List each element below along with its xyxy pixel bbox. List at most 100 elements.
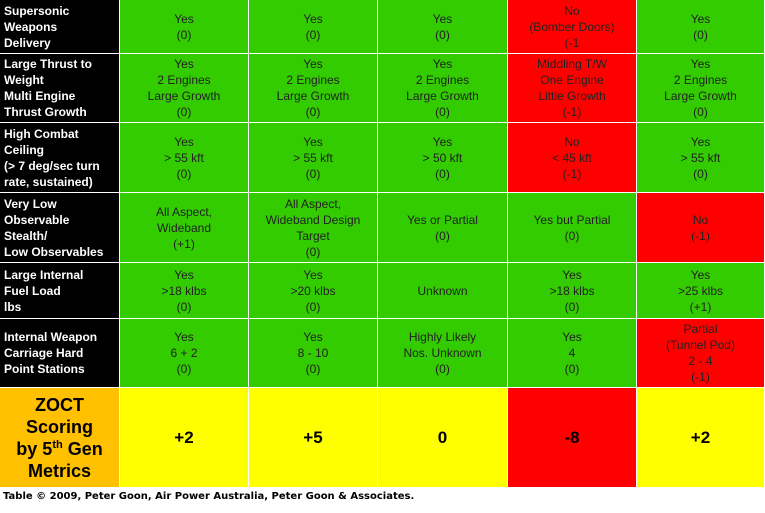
header-line: (> 7 deg/sec turn — [4, 158, 100, 173]
cell-line: (-1) — [691, 370, 710, 384]
table-cell: 0 — [378, 388, 507, 487]
cell-line: Middling T/W — [537, 57, 607, 71]
cell-line: Nos. Unknown — [403, 346, 482, 360]
score-value: 0 — [437, 427, 448, 447]
table-cell: Yes > 55 kft (0) — [637, 123, 764, 192]
cell-line: >20 klbs — [290, 283, 336, 298]
header-line: Carriage Hard — [4, 346, 84, 360]
cell-line: Yes — [303, 11, 323, 26]
header-line: Supersonic — [4, 3, 70, 18]
table-cell: All Aspect, Wideband Design Target (0) — [249, 193, 377, 262]
table-cell: +2 — [120, 388, 248, 487]
header-line: Weight — [4, 73, 44, 87]
cell-line: (0) — [176, 299, 192, 314]
table-cell: Yes 4 (0) — [508, 319, 636, 387]
table-cell: Yes >25 klbs (+1) — [637, 263, 764, 318]
table-cell: Yes >20 klbs (0) — [249, 263, 377, 318]
cell-line: Yes — [432, 11, 453, 26]
cell-line: Partial — [683, 322, 718, 336]
cell-line: Yes — [690, 11, 711, 26]
cell-line: (0) — [176, 166, 192, 181]
cell-line: (0) — [693, 105, 708, 119]
cell-line: Yes — [690, 57, 711, 71]
table-cell: All Aspect, Wideband (+1) — [120, 193, 248, 262]
row-header: Large Thrust to Weight Multi Engine Thrust … — [0, 54, 119, 122]
score-value: +5 — [303, 427, 323, 447]
cell-line: 6 + 2 — [170, 346, 198, 360]
table-cell: Yes > 55 kft (0) — [120, 123, 248, 192]
cell-line: Yes — [690, 134, 711, 149]
cell-line: Yes — [174, 57, 194, 71]
cell-line: (0) — [693, 166, 708, 181]
row-header: Internal Weapon Carriage Hard Point Statio… — [0, 319, 119, 387]
cell-line: (Tunnel Pod) — [666, 338, 735, 352]
footer: Table © 2009, Peter Goon, Air Power Aust… — [3, 491, 415, 502]
cell-line: >18 klbs — [549, 283, 595, 298]
table-cell: Yes 6 + 2 (0) — [120, 319, 248, 387]
cell-line: (0) — [564, 299, 580, 314]
cell-line: No — [564, 134, 580, 149]
cell-line: (-1) — [691, 228, 710, 243]
header-line: Observable — [4, 212, 70, 227]
header-line: High Combat — [4, 126, 79, 141]
cell-line: Yes — [303, 330, 323, 344]
cell-line: Yes — [174, 134, 194, 149]
header-line: Large Thrust to — [4, 57, 93, 71]
cell-line: Little Growth — [538, 89, 606, 103]
cell-line: Yes or Partial — [407, 212, 478, 227]
cell-line: Yes — [174, 330, 194, 344]
cell-line: Yes — [432, 134, 453, 149]
row-header: High Combat Ceiling (> 7 deg/sec turn rate,… — [0, 123, 119, 192]
cell-line: No — [692, 212, 709, 227]
cell-line: Large Growth — [406, 89, 479, 103]
table-cell: Yes > 50 kft (0) — [378, 123, 507, 192]
cell-line: (+1) — [689, 299, 712, 314]
cell-line: > 55 kft — [164, 150, 204, 165]
cell-line: 4 — [568, 346, 576, 360]
cell-line: (+1) — [173, 236, 195, 251]
cell-line: > 55 kft — [293, 150, 333, 165]
table-cell: Yes but Partial (0) — [508, 193, 636, 262]
row-header: Very Low Observable Stealth/Low Observable… — [0, 193, 119, 262]
cell-line: Wideband — [156, 220, 212, 235]
cell-line: (0) — [305, 244, 321, 259]
cell-line: Yes — [303, 57, 323, 71]
cell-line: No — [564, 3, 580, 18]
cell-line: 2 Engines — [415, 73, 470, 87]
cell-line: (0) — [176, 362, 192, 376]
header-line: ZOCT — [35, 394, 84, 415]
table-cell: Yes 2 Engines Large Growth (0) — [637, 54, 764, 122]
table-cell: No (-1) — [637, 193, 764, 262]
cell-line: Large Growth — [276, 89, 350, 103]
cell-line: (0) — [435, 362, 450, 376]
row-header: ZOCT Scoring by 5th Gen Metrics — [0, 388, 119, 487]
cell-line: (0) — [305, 105, 321, 119]
header-line: Metrics — [27, 460, 92, 481]
score-value: -8 — [564, 427, 580, 447]
table-cell: Yes >18 klbs (0) — [508, 263, 636, 318]
cell-line: (0) — [435, 228, 450, 243]
cell-line: (0) — [693, 27, 708, 42]
cell-line: (0) — [305, 362, 321, 376]
row-header: Supersonic Weapons Delivery — [0, 0, 119, 53]
cell-line: Yes — [174, 267, 194, 282]
table-cell: Yes 2 Engines Large Growth (0) — [249, 54, 377, 122]
cell-line: Large Growth — [664, 89, 737, 103]
cell-line: (-1 — [564, 35, 580, 50]
table-cell: Middling T/W One Engine Little Growth (-1) — [508, 54, 636, 122]
cell-line: (0) — [435, 105, 450, 119]
table-cell: Yes (0) — [249, 0, 377, 53]
header-line: Internal Weapon — [4, 330, 98, 344]
header-line: Fuel Load — [4, 283, 61, 298]
cell-line: Yes — [562, 330, 582, 344]
header-line: Low Observables — [4, 244, 104, 259]
cell-line: >18 klbs — [161, 283, 207, 298]
header-line: Stealth/ — [4, 228, 48, 243]
score-value: +2 — [174, 427, 194, 447]
table-cell: Yes (0) — [120, 0, 248, 53]
header-segment: Gen — [62, 438, 103, 459]
cell-line: < 45 kft — [552, 150, 592, 165]
header-line: Large Internal — [4, 267, 84, 282]
cell-line: (-1) — [562, 105, 582, 119]
table-cell: Yes (0) — [378, 0, 507, 53]
